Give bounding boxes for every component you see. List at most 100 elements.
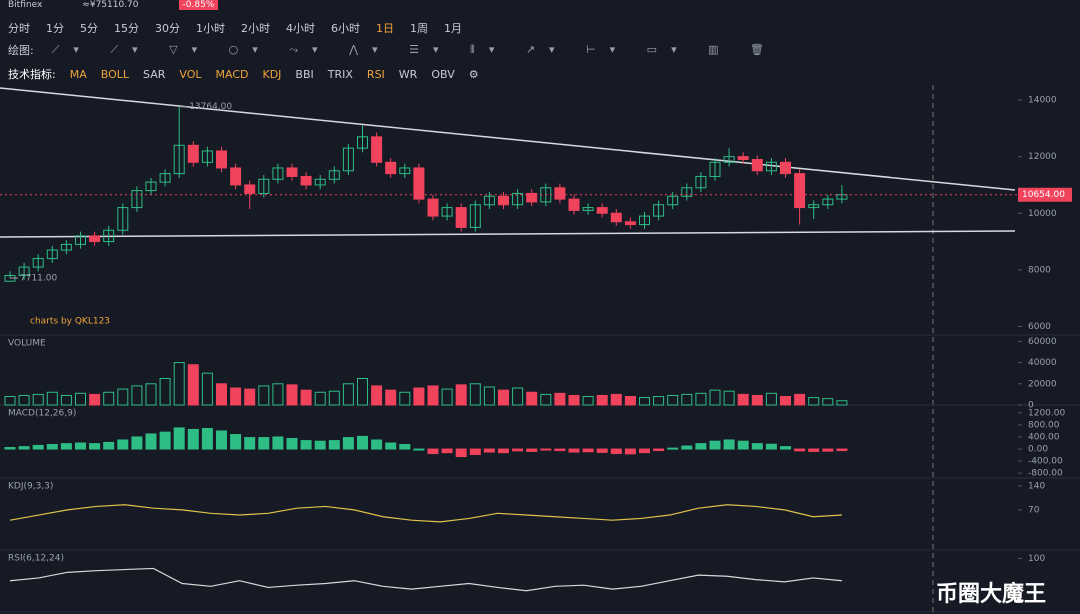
settings[interactable]: ⚙ (468, 67, 479, 81)
bar (187, 428, 199, 450)
bar (357, 377, 368, 406)
indicator[interactable]: MACD (215, 67, 249, 81)
last-price: 10654.00 (1022, 190, 1065, 200)
candle-body (695, 175, 707, 189)
bar (695, 443, 707, 450)
bar (808, 448, 820, 452)
bar (639, 397, 650, 406)
bar (582, 448, 594, 453)
indicator[interactable]: OBV (431, 67, 455, 81)
indicator[interactable]: VOL (179, 67, 202, 81)
bar (681, 445, 693, 450)
bar (201, 372, 213, 406)
indicator[interactable]: BOLL (100, 67, 130, 81)
candle-body (244, 184, 256, 194)
bar (342, 437, 354, 450)
timeframe[interactable]: 30分 (155, 22, 180, 35)
indicator[interactable]: KDJ (262, 67, 282, 81)
timeframe[interactable]: 4小时 (286, 22, 315, 35)
panel-title: KDJ(9,3,3) (8, 482, 53, 492)
tool-icons[interactable]: ⟋▾ ⟋▾ ▽▾ ○▾ ⤳▾ ⋀▾ ☰▾ ⦀▾ ↗▾ ⊢▾ ▭▾ ▥ 🗑 (51, 43, 778, 56)
candle-body (173, 144, 185, 175)
indicator[interactable]: BBI (295, 67, 314, 81)
timeframe[interactable]: 5分 (80, 22, 98, 35)
header: Bitfinex ≈¥75110.70 -0.85% (8, 0, 219, 10)
indicator[interactable]: RSI (366, 67, 385, 81)
bar (709, 440, 721, 450)
bar (272, 436, 284, 450)
candle-body (709, 161, 721, 177)
timeframe[interactable]: 1小时 (196, 22, 225, 35)
indicator-line (9, 504, 842, 523)
timeframe[interactable]: 1日 (376, 22, 394, 35)
candle-body (286, 167, 298, 177)
timeframe[interactable]: 15分 (114, 22, 139, 35)
bar (836, 448, 848, 452)
candle-body (554, 187, 566, 200)
bar (173, 427, 185, 450)
bar (230, 387, 242, 406)
candle-body (498, 195, 509, 206)
bar (357, 435, 368, 450)
bar (808, 397, 820, 406)
bar (159, 431, 171, 450)
y-tick-label: -400.00 (1028, 457, 1063, 467)
indicator[interactable]: TRIX (327, 67, 353, 81)
y-tick-label: 14000 (1028, 96, 1057, 106)
bar (131, 385, 143, 406)
panel-title: RSI(6,12,24) (8, 554, 64, 564)
timeframe[interactable]: 分时 (8, 22, 30, 35)
candle-body (32, 258, 44, 268)
indicator[interactable]: SAR (143, 67, 166, 81)
bar (314, 440, 326, 450)
candle-body (46, 249, 58, 260)
bar (610, 393, 622, 406)
candle-body (780, 161, 791, 175)
indicator[interactable]: MA (69, 67, 87, 81)
candle-body (103, 229, 115, 243)
candle-body (639, 215, 650, 226)
bar (822, 448, 834, 452)
bar (610, 448, 622, 455)
bar (342, 383, 354, 406)
bar (441, 448, 453, 454)
panel-title: MACD(12,26,9) (8, 409, 76, 419)
timeframe[interactable]: 1月 (444, 22, 462, 35)
candle-body (568, 198, 580, 211)
bar (723, 390, 735, 406)
bar (723, 439, 735, 450)
candle-body (187, 144, 199, 163)
timeframe[interactable]: 6小时 (331, 22, 360, 35)
bar (568, 394, 580, 406)
candle-body (357, 136, 368, 149)
candle-body (230, 167, 242, 186)
bar (385, 389, 397, 406)
bar (667, 447, 679, 450)
candle-body (314, 178, 326, 186)
bar (667, 394, 679, 406)
candle-body (18, 266, 30, 277)
candle-body (808, 204, 820, 209)
candle-body (328, 170, 340, 180)
bar (836, 400, 848, 406)
candle-body (653, 204, 665, 217)
y-tick-label: 1200.00 (1028, 408, 1065, 418)
bar (328, 440, 340, 450)
y-tick-label: 12000 (1028, 152, 1057, 162)
bar (60, 394, 72, 406)
bar (187, 364, 199, 406)
timeframe[interactable]: 1分 (46, 22, 64, 35)
bar (780, 446, 791, 450)
candle-body (526, 192, 538, 203)
timeframe[interactable]: 2小时 (241, 22, 270, 35)
bar (4, 447, 16, 450)
bar (385, 442, 397, 450)
candle-body (201, 150, 213, 163)
y-tick-label: 0.00 (1028, 445, 1048, 455)
candle-body (413, 167, 425, 200)
y-tick-label: -800.00 (1028, 469, 1063, 479)
timeframe[interactable]: 1周 (410, 22, 428, 35)
indicator[interactable]: WR (398, 67, 418, 81)
bar (314, 391, 326, 406)
